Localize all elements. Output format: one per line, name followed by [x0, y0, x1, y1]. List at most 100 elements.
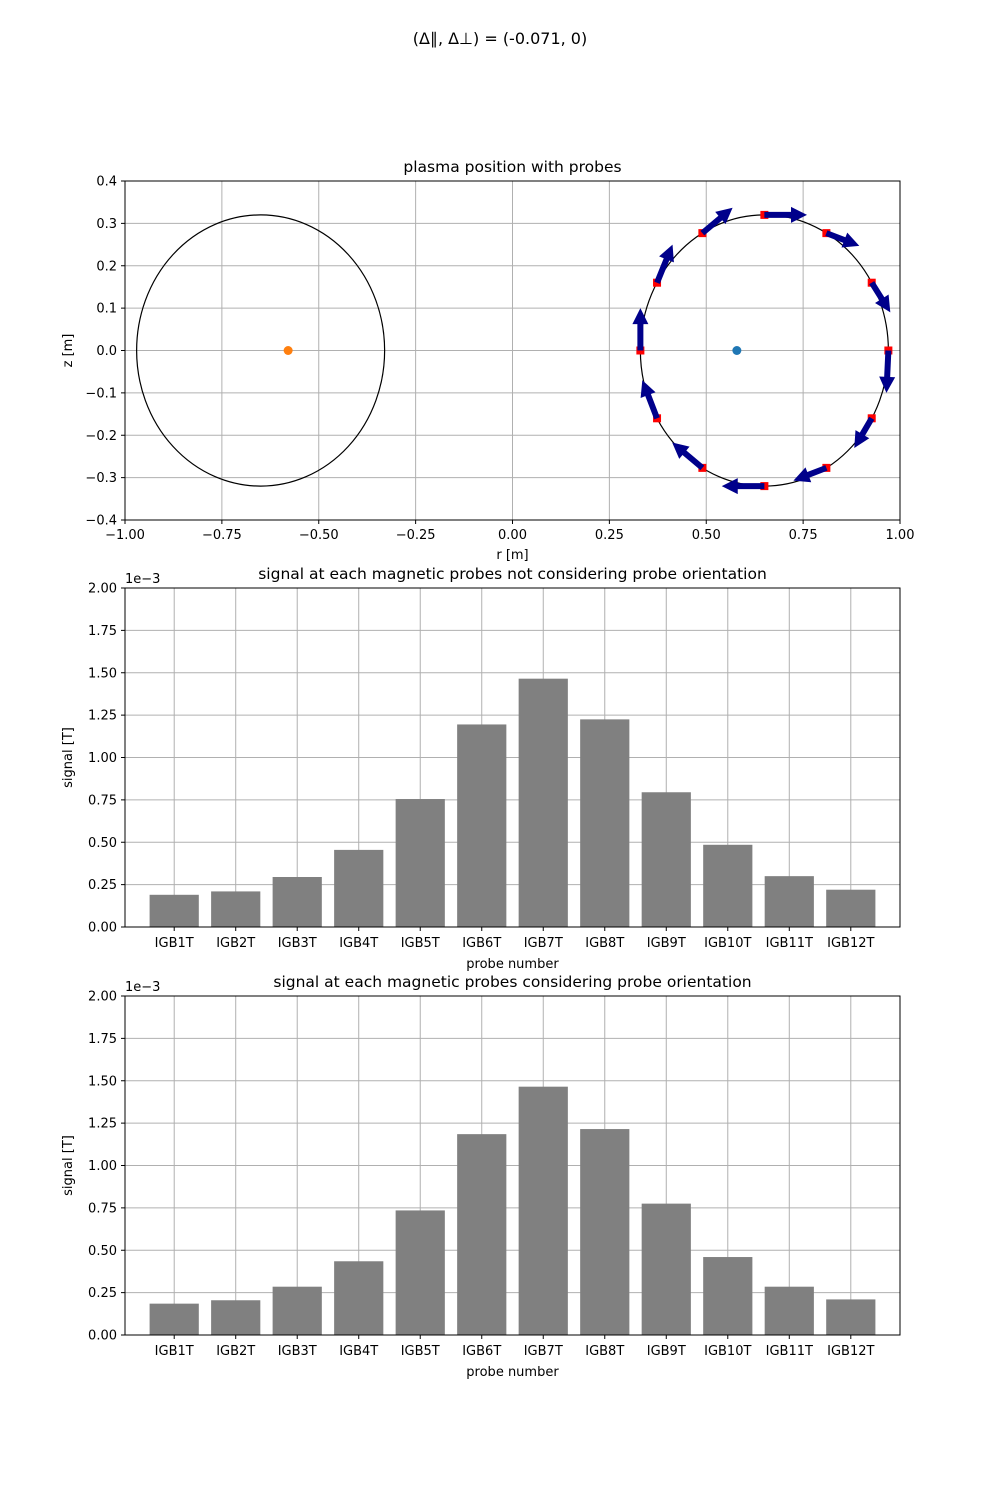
y-tick-label: 2.00 [88, 990, 117, 1005]
y-tick-label: 0.3 [96, 217, 117, 232]
x-tick-label: IGB5T [401, 936, 440, 951]
y-tick-label: 1.50 [88, 666, 117, 681]
x-tick-label: −0.25 [396, 528, 436, 543]
probe-field-arrow [632, 308, 649, 351]
bar [457, 1134, 507, 1335]
bar [457, 724, 507, 927]
y-tick-label: −0.4 [85, 514, 117, 529]
plot-title: signal at each magnetic probes not consi… [258, 565, 767, 583]
y-tick-label: 0.25 [88, 1286, 117, 1301]
x-tick-label: IGB1T [155, 936, 194, 951]
y-tick-label: 0.50 [88, 1244, 117, 1259]
y-tick-label: 1.75 [88, 1032, 117, 1047]
bar [703, 1257, 753, 1335]
x-tick-label: IGB7T [524, 1344, 563, 1359]
x-axis-label: probe number [466, 957, 559, 972]
plot-title: signal at each magnetic probes consideri… [273, 973, 751, 991]
bar [764, 1286, 814, 1335]
x-tick-label: IGB9T [647, 936, 686, 951]
x-tick-label: IGB2T [216, 1344, 255, 1359]
y-tick-label: 1.25 [88, 1117, 117, 1132]
x-tick-label: IGB2T [216, 936, 255, 951]
probe-field-arrow [654, 244, 674, 284]
probe-field-arrow [672, 442, 705, 471]
signal-bar-chart-no-orientation: IGB1T IGB2T IGB3T IGB4T IGB5T IGB6T IGB7T IGB8T… [61, 565, 901, 972]
plot-title: plasma position with probes [403, 158, 621, 176]
probe-field-arrow [700, 207, 733, 236]
x-tick-label: IGB3T [278, 1344, 317, 1359]
y-tick-label: 0.00 [88, 1329, 117, 1344]
x-tick-label: IGB8T [585, 936, 624, 951]
bar [272, 876, 322, 927]
y-tick-label: −0.2 [85, 429, 117, 444]
x-tick-label: 0.00 [498, 528, 527, 543]
plasma-center-point [283, 346, 293, 355]
bar [334, 849, 384, 927]
bar [641, 1203, 691, 1335]
x-tick-label: 0.25 [595, 528, 624, 543]
boundary-circle [136, 214, 386, 487]
y-tick-label: 1.00 [88, 1159, 117, 1174]
x-tick-label: IGB8T [585, 1344, 624, 1359]
y-tick-label: 1.75 [88, 624, 117, 639]
y-tick-label: 0.25 [88, 878, 117, 893]
bar [395, 1210, 445, 1335]
x-tick-label: IGB7T [524, 936, 563, 951]
y-tick-label: 1.00 [88, 751, 117, 766]
signal-bar-chart-with-orientation: IGB1T IGB2T IGB3T IGB4T IGB5T IGB6T IGB7T IGB8T… [61, 973, 901, 1380]
probe-field-arrow [793, 465, 828, 483]
y-tick-label: 0.4 [96, 175, 117, 190]
figure-title: (Δ∥, Δ⊥) = (-0.071, 0) [413, 29, 587, 48]
x-tick-label: IGB4T [339, 1344, 378, 1359]
y-axis-label: z [m] [61, 334, 76, 368]
y-tick-label: 0.00 [88, 921, 117, 936]
x-tick-label: 1.00 [886, 528, 915, 543]
plasma-position-plot: −1.00 −0.75 −0.50 −0.25 0.00 0.25 0.50 0.75 1.00… [61, 158, 914, 563]
bar [826, 1299, 876, 1335]
bar [395, 799, 445, 927]
x-tick-label: IGB6T [462, 936, 501, 951]
bar [211, 1300, 261, 1335]
y-tick-label: 0.50 [88, 836, 117, 851]
x-tick-label: IGB11T [766, 1344, 813, 1359]
probe-field-arrow [640, 380, 660, 420]
x-tick-label: IGB11T [766, 936, 813, 951]
bar [149, 894, 199, 927]
y-offset-text: 1e−3 [125, 980, 160, 995]
bar [764, 876, 814, 927]
bar [211, 891, 261, 927]
y-tick-label: 1.25 [88, 709, 117, 724]
x-tick-label: −0.50 [299, 528, 339, 543]
bar [518, 1086, 568, 1335]
y-tick-label: 0.75 [88, 1201, 117, 1216]
bar [149, 1303, 199, 1335]
x-tick-label: IGB10T [704, 1344, 751, 1359]
x-tick-label: −1.00 [105, 528, 145, 543]
x-tick-label: IGB6T [462, 1344, 501, 1359]
probe-field-arrow [825, 230, 860, 248]
bar [641, 792, 691, 927]
bar [334, 1261, 384, 1335]
y-tick-label: 2.00 [88, 582, 117, 597]
x-axis-label: probe number [466, 1365, 559, 1380]
x-tick-label: −0.75 [202, 528, 242, 543]
x-tick-label: IGB9T [647, 1344, 686, 1359]
x-tick-label: IGB5T [401, 1344, 440, 1359]
plasma-center-point [732, 346, 742, 355]
bar [272, 1286, 322, 1335]
x-tick-label: IGB10T [704, 936, 751, 951]
x-tick-label: IGB12T [827, 936, 874, 951]
y-tick-label: 1.50 [88, 1074, 117, 1089]
y-axis-label: signal [T] [61, 1135, 76, 1196]
bar [580, 719, 630, 927]
y-tick-label: −0.3 [85, 471, 117, 486]
probe-field-arrow [764, 206, 807, 223]
bar [580, 1129, 630, 1335]
x-tick-label: 0.75 [789, 528, 818, 543]
probe-field-arrow [869, 281, 891, 313]
y-tick-label: 0.2 [96, 259, 117, 274]
probe-field-arrow [721, 478, 765, 495]
bar [703, 844, 753, 927]
bar [826, 889, 876, 927]
